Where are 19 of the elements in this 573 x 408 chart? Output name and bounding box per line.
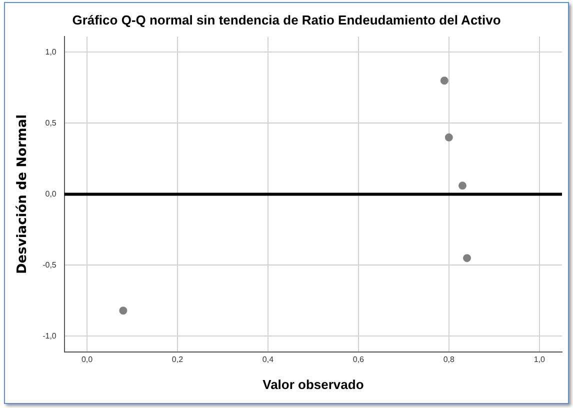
- point: [119, 306, 128, 315]
- x-tick-label: 0,0: [81, 354, 94, 364]
- y-axis-title: Desviación de Normal: [15, 114, 30, 274]
- x-tick-label: 0,4: [262, 354, 274, 364]
- y-tick-label: 0,5: [45, 118, 57, 128]
- x-tick-label: 0,8: [443, 354, 456, 364]
- point: [458, 182, 466, 190]
- x-tick-label: 0,2: [172, 354, 184, 364]
- point: [463, 254, 471, 262]
- y-tick-label: 1,0: [45, 47, 57, 56]
- y-tick-label: -1,0: [42, 331, 57, 340]
- point: [440, 76, 448, 85]
- y-tick-label: -0,5: [42, 260, 57, 270]
- x-tick-label: 0,6: [352, 354, 365, 364]
- point: [444, 133, 453, 142]
- x-tick-label: 1,0: [534, 354, 546, 364]
- chart-title: Gráfico Q-Q normal sin tendencia de Ratio Endeudamiento del Activo: [72, 12, 501, 28]
- x-axis-title: Valor observado: [262, 376, 364, 392]
- y-tick-label: 0,0: [45, 189, 57, 198]
